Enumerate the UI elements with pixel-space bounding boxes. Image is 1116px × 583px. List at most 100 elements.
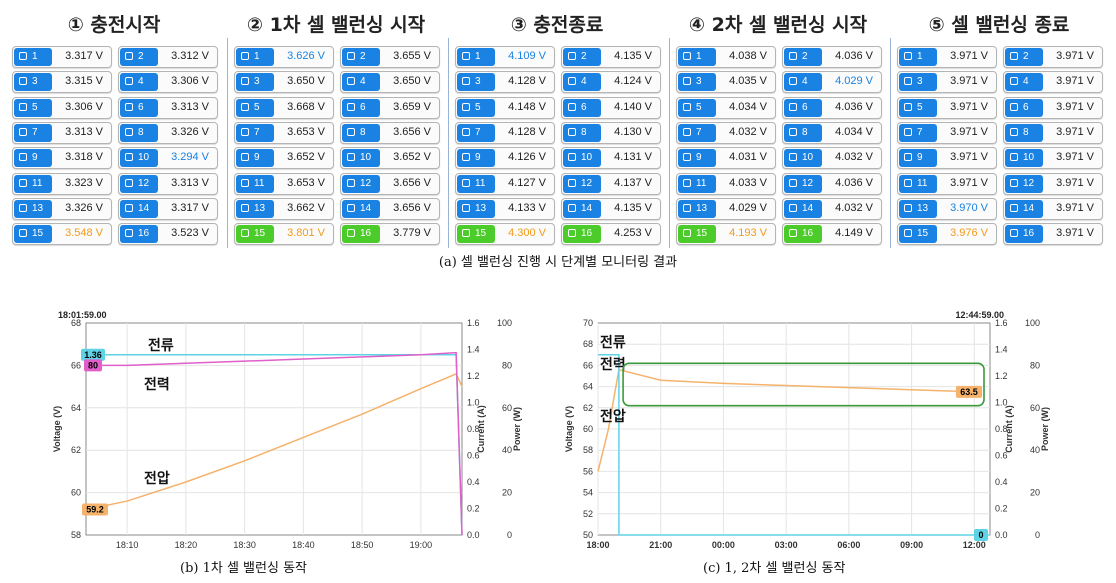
voltage-tick-label: 54 [583,488,593,498]
chart-timestamp: 18:01:59.00 [58,310,107,320]
cell-voltage-item[interactable]: 5 3.668 V [234,96,334,119]
cell-number-badge: 15 [236,225,274,244]
cell-voltage-item[interactable]: 5 3.971 V [897,96,997,119]
cell-voltage-item[interactable]: 13 4.029 V [676,197,776,220]
cell-voltage-item[interactable]: 8 3.656 V [340,121,440,144]
cell-voltage-item[interactable]: 7 3.653 V [234,121,334,144]
cell-voltage-item[interactable]: 14 3.656 V [340,197,440,220]
cell-voltage-item[interactable]: 14 3.317 V [118,197,218,220]
cell-voltage-item[interactable]: 2 3.312 V [118,46,218,68]
voltage-tick-label: 56 [583,466,593,476]
cell-voltage-item[interactable]: 1 3.626 V [234,46,334,68]
cell-voltage-value: 3.971 V [950,50,988,62]
cell-number: 12 [802,177,814,189]
cell-voltage-item[interactable]: 1 3.317 V [12,46,112,68]
cell-voltage-item[interactable]: 11 3.323 V [12,172,112,195]
cell-voltage-item[interactable]: 15 4.193 V [676,223,776,246]
cell-voltage-item[interactable]: 14 4.032 V [782,197,882,220]
cell-voltage-item[interactable]: 5 4.034 V [676,96,776,119]
cell-voltage-item[interactable]: 16 3.971 V [1003,223,1103,246]
cell-voltage-item[interactable]: 2 4.135 V [561,46,661,68]
cell-number-badge: 9 [678,149,716,168]
cell-number-badge: 11 [14,174,52,193]
cell-number-badge: 6 [1005,98,1043,117]
cell-voltage-item[interactable]: 10 3.652 V [340,147,440,170]
cell-voltage-item[interactable]: 12 4.137 V [561,172,661,195]
cell-voltage-item[interactable]: 15 3.976 V [897,223,997,246]
cell-voltage-item[interactable]: 13 3.326 V [12,197,112,220]
cell-voltage-value: 3.653 V [287,125,325,138]
cell-voltage-item[interactable]: 1 4.109 V [455,46,555,68]
cell-voltage-item[interactable]: 4 4.029 V [782,71,882,94]
cell-voltage-item[interactable]: 8 3.971 V [1003,121,1103,144]
cell-number-badge: 10 [563,149,601,168]
cell-voltage-item[interactable]: 2 3.971 V [1003,46,1103,68]
cell-voltage-item[interactable]: 16 3.523 V [118,223,218,246]
cell-voltage-item[interactable]: 3 4.035 V [676,71,776,94]
cell-voltage-item[interactable]: 12 3.313 V [118,172,218,195]
cell-voltage-item[interactable]: 2 4.036 V [782,46,882,68]
cell-voltage-item[interactable]: 15 3.801 V [234,223,334,246]
cell-voltage-item[interactable]: 5 4.148 V [455,96,555,119]
cell-voltage-item[interactable]: 6 3.313 V [118,96,218,119]
voltage-tick-label: 60 [71,488,81,498]
cell-voltage-item[interactable]: 11 4.033 V [676,172,776,195]
cell-voltage-item[interactable]: 9 3.318 V [12,147,112,170]
cell-voltage-item[interactable]: 12 3.656 V [340,172,440,195]
cell-voltage-item[interactable]: 9 4.126 V [455,147,555,170]
cell-voltage-item[interactable]: 10 4.131 V [561,147,661,170]
x-tick-label: 21:00 [649,540,672,550]
cell-voltage-item[interactable]: 16 4.253 V [561,223,661,246]
cell-voltage-item[interactable]: 15 4.300 V [455,223,555,246]
cell-voltage-item[interactable]: 7 3.971 V [897,121,997,144]
cell-voltage-item[interactable]: 4 3.306 V [118,71,218,94]
cell-voltage-item[interactable]: 14 3.971 V [1003,197,1103,220]
cell-voltage-item[interactable]: 4 3.971 V [1003,71,1103,94]
cell-voltage-item[interactable]: 16 4.149 V [782,223,882,246]
cell-voltage-item[interactable]: 16 3.779 V [340,223,440,246]
cell-voltage-item[interactable]: 4 4.124 V [561,71,661,94]
cell-voltage-item[interactable]: 7 4.128 V [455,121,555,144]
cell-voltage-value: 3.326 V [171,125,209,138]
cell-voltage-item[interactable]: 9 3.652 V [234,147,334,170]
cell-voltage-item[interactable]: 6 4.036 V [782,96,882,119]
cell-voltage-item[interactable]: 11 3.971 V [897,172,997,195]
cell-voltage-value: 3.971 V [1056,125,1094,138]
cell-voltage-item[interactable]: 8 4.034 V [782,121,882,144]
cell-voltage-item[interactable]: 7 3.313 V [12,121,112,144]
cell-voltage-item[interactable]: 2 3.655 V [340,46,440,68]
cell-voltage-item[interactable]: 6 3.659 V [340,96,440,119]
x-tick-label: 18:40 [292,540,315,550]
cell-number-badge: 9 [14,149,52,168]
cell-voltage-item[interactable]: 11 3.653 V [234,172,334,195]
cell-voltage-item[interactable]: 8 4.130 V [561,121,661,144]
cell-voltage-item[interactable]: 10 4.032 V [782,147,882,170]
cell-voltage-item[interactable]: 3 4.128 V [455,71,555,94]
cell-voltage-item[interactable]: 12 4.036 V [782,172,882,195]
cell-voltage-item[interactable]: 1 3.971 V [897,46,997,68]
cell-voltage-item[interactable]: 3 3.315 V [12,71,112,94]
cell-voltage-item[interactable]: 6 3.971 V [1003,96,1103,119]
cell-voltage-item[interactable]: 12 3.971 V [1003,172,1103,195]
cell-voltage-item[interactable]: 13 4.133 V [455,197,555,220]
cell-voltage-item[interactable]: 10 3.294 V [118,147,218,170]
cell-voltage-item[interactable]: 1 4.038 V [676,46,776,68]
cell-voltage-item[interactable]: 7 4.032 V [676,121,776,144]
cell-voltage-item[interactable]: 5 3.306 V [12,96,112,119]
cell-voltage-item[interactable]: 13 3.662 V [234,197,334,220]
cell-voltage-item[interactable]: 14 4.135 V [561,197,661,220]
cell-voltage-item[interactable]: 8 3.326 V [118,121,218,144]
cell-voltage-item[interactable]: 15 3.548 V [12,223,112,246]
cell-voltage-value: 3.318 V [65,151,103,164]
cell-voltage-item[interactable]: 3 3.650 V [234,71,334,94]
cell-number: 14 [581,202,593,214]
cell-voltage-item[interactable]: 13 3.970 V [897,197,997,220]
cell-voltage-item[interactable]: 6 4.140 V [561,96,661,119]
cell-voltage-item[interactable]: 4 3.650 V [340,71,440,94]
cell-voltage-item[interactable]: 3 3.971 V [897,71,997,94]
cell-voltage-item[interactable]: 11 4.127 V [455,172,555,195]
cell-voltage-item[interactable]: 9 3.971 V [897,147,997,170]
cell-voltage-item[interactable]: 10 3.971 V [1003,147,1103,170]
cell-voltage-item[interactable]: 9 4.031 V [676,147,776,170]
cell-number: 3 [254,76,260,88]
